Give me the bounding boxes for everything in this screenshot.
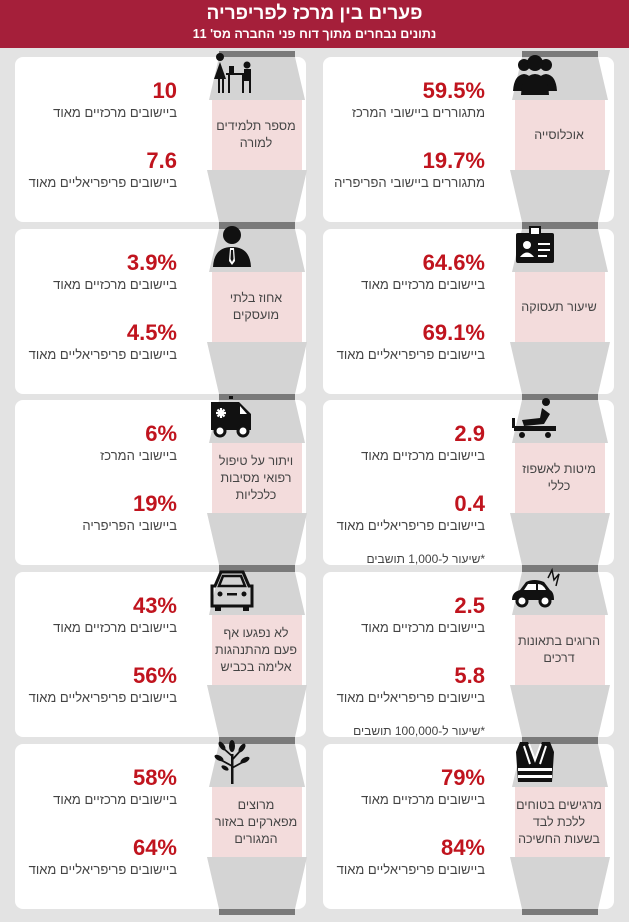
periphery-label: ביישובים פריפריאליים מאוד (28, 690, 177, 705)
topic-label: מרגישים בטוחים ללכת לבד בשעות החשיכה (516, 797, 602, 846)
periphery-value: 19.7% (422, 148, 485, 173)
periphery-value: 5.8 (454, 663, 485, 688)
stats-block: 10 ביישובים מרכזיים מאוד 7.6 ביישובים פר… (15, 57, 177, 222)
center-value: 79% (440, 765, 485, 790)
stats-block: 3.9% ביישובים מרכזיים מאוד 4.5% ביישובים… (15, 229, 177, 394)
topic-funnel: מיטות לאשפוז כללי (510, 394, 610, 571)
periphery-label: ביישובי הפריפריה (82, 518, 177, 533)
stat-card: ויתור על טיפול רפואי מסיבות כלכליות 6% ב… (15, 394, 307, 571)
stat-card: לא נפגעו אף פעם מהתנהגות אלימה בכביש 43%… (15, 566, 307, 743)
topic-label: ויתור על טיפול רפואי מסיבות כלכליות (218, 453, 294, 502)
periphery-label: ביישובים פריפריאליים מאוד (28, 175, 177, 190)
stat-card: מיטות לאשפוז כללי 2.9 ביישובים מרכזיים מ… (323, 394, 614, 571)
stat-card: שיעור תעסוקה 64.6% ביישובים מרכזיים מאוד… (323, 223, 614, 400)
header-banner: פערים בין מרכז לפריפריה נתונים נבחרים מת… (0, 0, 629, 48)
stats-block: 2.9 ביישובים מרכזיים מאוד 0.4 ביישובים פ… (323, 400, 485, 567)
topic-label: מספר תלמידים למורה (216, 119, 296, 150)
car-icon (210, 570, 254, 611)
periphery-value: 69.1% (422, 320, 485, 345)
periphery-label: ביישובים פריפריאליים מאוד (336, 347, 485, 362)
stat-card: מרגישים בטוחים ללכת לבד בשעות החשיכה 79%… (323, 738, 614, 915)
periphery-label: ביישובים פריפריאליים מאוד (336, 518, 485, 533)
periphery-label: ביישובים פריפריאליים מאוד (336, 862, 485, 877)
center-label: ביישובים מרכזיים מאוד (361, 792, 485, 807)
person-tie-icon (213, 226, 251, 267)
periphery-value: 7.6 (146, 148, 177, 173)
center-value: 3.9% (126, 250, 177, 275)
stats-block: 64.6% ביישובים מרכזיים מאוד 69.1% ביישוב… (323, 229, 485, 394)
periphery-label: ביישובים פריפריאליים מאוד (336, 690, 485, 705)
topic-funnel: אוכלוסייה (510, 51, 610, 228)
topic-funnel: לא נפגעו אף פעם מהתנהגות אלימה בכביש (207, 566, 307, 743)
stats-block: 43% ביישובים מרכזיים מאוד 56% ביישובים פ… (15, 572, 177, 737)
people-group-icon (513, 55, 557, 95)
hospital-bed-icon (512, 398, 556, 438)
topic-funnel: אחוז בלתי מועסקים (207, 223, 307, 400)
id-badge-icon (516, 226, 554, 263)
topic-label: לא נפגעו אף פעם מהתנהגות אלימה בכביש (215, 625, 297, 674)
center-value: 59.5% (422, 78, 485, 103)
ambulance-icon (211, 396, 251, 438)
topic-label: אוכלוסייה (534, 127, 584, 142)
topic-funnel: מספר תלמידים למורה (207, 51, 307, 228)
periphery-value: 84% (440, 835, 485, 860)
center-label: ביישובים מרכזיים מאוד (361, 448, 485, 463)
center-label: ביישובים מרכזיים מאוד (53, 105, 177, 120)
center-label: ביישובים מרכזיים מאוד (361, 620, 485, 635)
periphery-value: 0.4 (454, 491, 485, 516)
teacher-student-icon (214, 53, 251, 93)
periphery-value: 4.5% (126, 320, 177, 345)
center-label: ביישובים מרכזיים מאוד (53, 792, 177, 807)
periphery-label: מתגוררים ביישובי הפריפריה (334, 175, 485, 190)
page-subtitle: נתונים נבחרים מתוך דוח פני החברה מס' 11 (192, 27, 437, 41)
center-label: מתגוררים ביישובי המרכז (351, 105, 485, 120)
stat-card: מספר תלמידים למורה 10 ביישובים מרכזיים מ… (15, 51, 307, 228)
stat-card: אחוז בלתי מועסקים 3.9% ביישובים מרכזיים … (15, 223, 307, 400)
tree-icon (214, 740, 250, 784)
stats-block: 79% ביישובים מרכזיים מאוד 84% ביישובים פ… (323, 744, 485, 909)
topic-funnel: ויתור על טיפול רפואי מסיבות כלכליות (207, 394, 307, 571)
center-label: ביישובים מרכזיים מאוד (361, 277, 485, 292)
stat-card: הרוגים בתאונות דרכים 2.5 ביישובים מרכזיי… (323, 566, 614, 743)
periphery-value: 64% (132, 835, 177, 860)
periphery-label: ביישובים פריפריאליים מאוד (28, 347, 177, 362)
periphery-label: ביישובים פריפריאליים מאוד (28, 862, 177, 877)
periphery-value: 56% (132, 663, 177, 688)
stats-block: 58% ביישובים מרכזיים מאוד 64% ביישובים פ… (15, 744, 177, 909)
periphery-value: 19% (132, 491, 177, 516)
center-value: 10 (152, 78, 177, 103)
center-label: ביישובי המרכז (100, 448, 177, 463)
stats-block: 59.5% מתגוררים ביישובי המרכז 19.7% מתגור… (323, 57, 485, 222)
topic-label: שיעור תעסוקה (521, 299, 597, 314)
stat-card: אוכלוסייה 59.5% מתגוררים ביישובי המרכז 1… (323, 51, 614, 228)
stats-block: 6% ביישובי המרכז 19% ביישובי הפריפריה (15, 400, 177, 565)
topic-label: מרוצים מפארקים באזור המגורים (214, 797, 298, 846)
topic-funnel: מרוצים מפארקים באזור המגורים (207, 738, 307, 915)
center-value: 2.5 (454, 593, 485, 618)
center-label: ביישובים מרכזיים מאוד (53, 620, 177, 635)
footnote: *שיעור ל-1,000 תושבים (366, 552, 485, 566)
page-title: פערים בין מרכז לפריפריה (206, 3, 423, 24)
footnote: *שיעור ל-100,000 תושבים (353, 724, 485, 738)
car-crash-icon (512, 567, 560, 608)
stat-card: מרוצים מפארקים באזור המגורים 58% ביישובי… (15, 738, 307, 915)
topic-label: מיטות לאשפוז כללי (522, 462, 596, 493)
topic-funnel: הרוגים בתאונות דרכים (510, 566, 610, 743)
safety-vest-icon (516, 742, 554, 782)
center-label: ביישובים מרכזיים מאוד (53, 277, 177, 292)
topic-funnel: שיעור תעסוקה (510, 223, 610, 400)
stats-block: 2.5 ביישובים מרכזיים מאוד 5.8 ביישובים פ… (323, 572, 485, 739)
topic-label: הרוגים בתאונות דרכים (517, 634, 601, 665)
center-value: 58% (132, 765, 177, 790)
center-value: 6% (145, 421, 177, 446)
topic-funnel: מרגישים בטוחים ללכת לבד בשעות החשיכה (510, 738, 610, 915)
topic-label: אחוז בלתי מועסקים (229, 291, 283, 322)
center-value: 2.9 (454, 421, 485, 446)
center-value: 43% (132, 593, 177, 618)
center-value: 64.6% (422, 250, 485, 275)
